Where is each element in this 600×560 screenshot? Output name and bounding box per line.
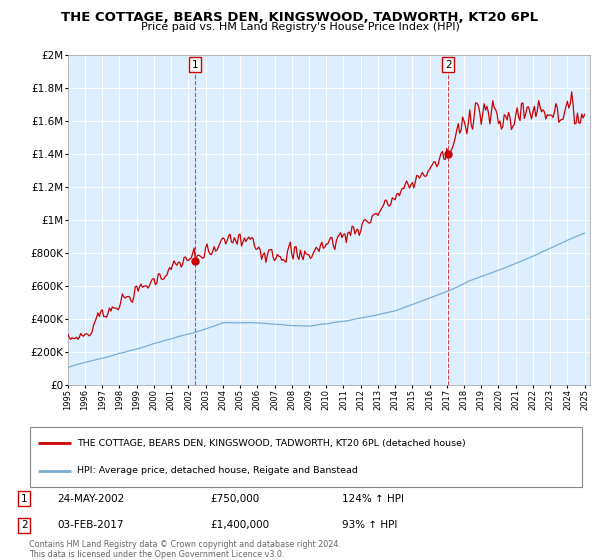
Text: This data is licensed under the Open Government Licence v3.0.: This data is licensed under the Open Gov… <box>29 550 284 559</box>
Text: 24-MAY-2002: 24-MAY-2002 <box>57 493 124 503</box>
Text: Contains HM Land Registry data © Crown copyright and database right 2024.: Contains HM Land Registry data © Crown c… <box>29 540 341 549</box>
Text: 93% ↑ HPI: 93% ↑ HPI <box>342 520 397 530</box>
Text: £750,000: £750,000 <box>210 493 259 503</box>
Text: THE COTTAGE, BEARS DEN, KINGSWOOD, TADWORTH, KT20 6PL (detached house): THE COTTAGE, BEARS DEN, KINGSWOOD, TADWO… <box>77 438 466 447</box>
Text: £1,400,000: £1,400,000 <box>210 520 269 530</box>
Text: 124% ↑ HPI: 124% ↑ HPI <box>342 493 404 503</box>
FancyBboxPatch shape <box>30 427 582 487</box>
Text: THE COTTAGE, BEARS DEN, KINGSWOOD, TADWORTH, KT20 6PL: THE COTTAGE, BEARS DEN, KINGSWOOD, TADWO… <box>61 11 539 24</box>
Text: 2: 2 <box>445 60 452 70</box>
Text: Price paid vs. HM Land Registry's House Price Index (HPI): Price paid vs. HM Land Registry's House … <box>140 22 460 32</box>
Text: HPI: Average price, detached house, Reigate and Banstead: HPI: Average price, detached house, Reig… <box>77 466 358 475</box>
Text: 1: 1 <box>192 60 199 70</box>
Text: 1: 1 <box>21 493 28 503</box>
Text: 2: 2 <box>21 520 28 530</box>
Text: 03-FEB-2017: 03-FEB-2017 <box>57 520 124 530</box>
